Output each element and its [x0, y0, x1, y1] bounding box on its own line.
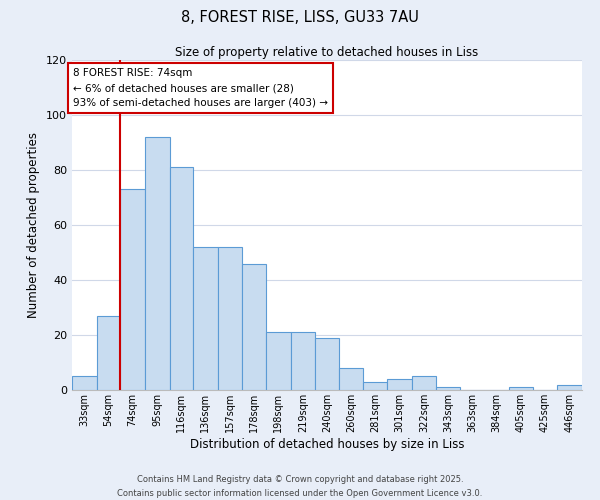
Bar [170, 167, 193, 390]
Bar [218, 247, 242, 390]
Text: Contains HM Land Registry data © Crown copyright and database right 2025.
Contai: Contains HM Land Registry data © Crown c… [118, 476, 482, 498]
Bar [266, 332, 290, 390]
Text: 8 FOREST RISE: 74sqm
← 6% of detached houses are smaller (28)
93% of semi-detach: 8 FOREST RISE: 74sqm ← 6% of detached ho… [73, 68, 328, 108]
Text: 8, FOREST RISE, LISS, GU33 7AU: 8, FOREST RISE, LISS, GU33 7AU [181, 10, 419, 25]
Bar [72, 376, 97, 390]
Bar [387, 379, 412, 390]
Bar [242, 264, 266, 390]
Bar [193, 247, 218, 390]
Bar [557, 384, 582, 390]
Bar [97, 316, 120, 390]
Bar [145, 137, 170, 390]
Bar [339, 368, 364, 390]
Bar [315, 338, 339, 390]
Y-axis label: Number of detached properties: Number of detached properties [28, 132, 40, 318]
X-axis label: Distribution of detached houses by size in Liss: Distribution of detached houses by size … [190, 438, 464, 450]
Bar [364, 382, 387, 390]
Bar [290, 332, 315, 390]
Bar [509, 387, 533, 390]
Bar [436, 387, 460, 390]
Bar [412, 376, 436, 390]
Bar [120, 189, 145, 390]
Title: Size of property relative to detached houses in Liss: Size of property relative to detached ho… [175, 46, 479, 59]
